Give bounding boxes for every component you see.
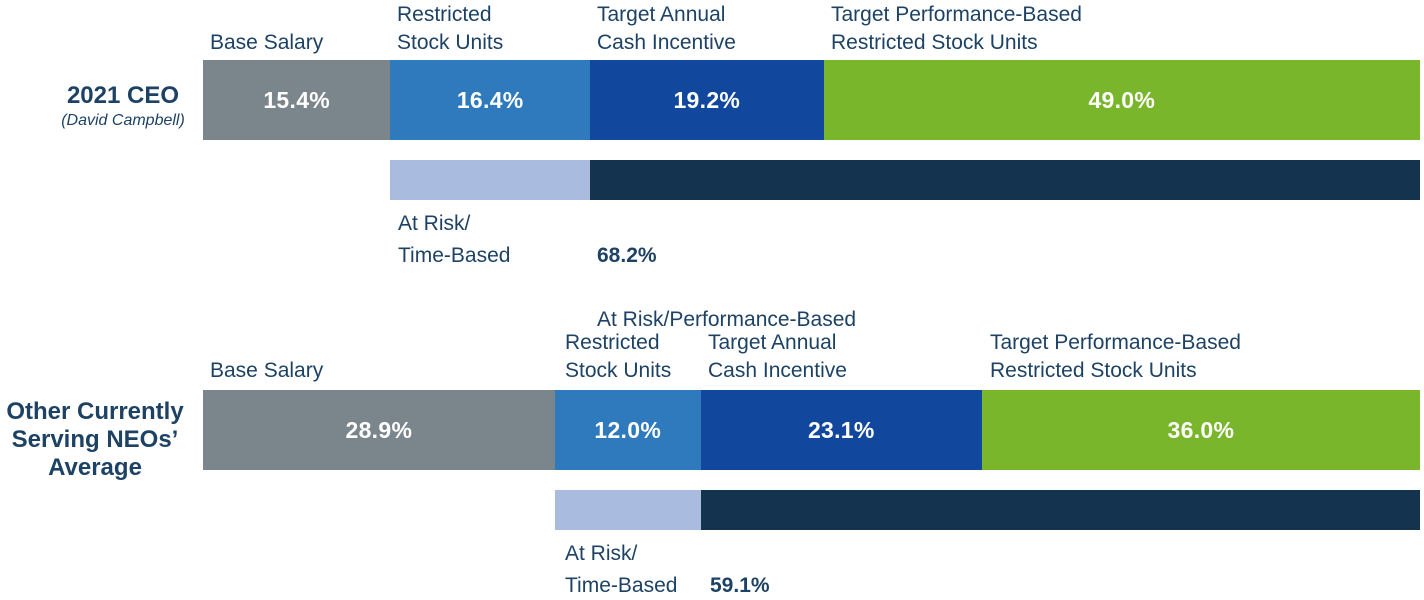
bar-segment-rsu: 16.4% bbox=[390, 60, 590, 140]
neo-row-label: Other Currently Serving NEOs’ Average bbox=[0, 398, 190, 482]
bar-segment-performance-rsu: 36.0% bbox=[981, 390, 1420, 470]
segment-value: 12.0% bbox=[594, 416, 662, 443]
segment-value: 23.1% bbox=[807, 416, 875, 443]
category-label-cash-incentive: Target Annual Cash Incentive bbox=[597, 3, 736, 54]
risk-bar-spacer bbox=[203, 490, 555, 530]
bar-segment-cash-incentive: 19.2% bbox=[589, 60, 824, 140]
bar-segment-performance-rsu: 49.0% bbox=[823, 60, 1420, 140]
segment-value: 15.4% bbox=[263, 86, 331, 113]
at-risk-performance-text: At Risk/Performance-Based bbox=[597, 308, 857, 331]
at-risk-time-based-label: At Risk/ Time-Based bbox=[398, 212, 511, 267]
bar-segment-base-salary: 28.9% bbox=[203, 390, 555, 470]
row-subtitle: (David Campbell) bbox=[61, 112, 185, 129]
at-risk-performance-pct: 59.1% bbox=[710, 574, 770, 597]
risk-bar-spacer bbox=[203, 160, 390, 200]
segment-value: 36.0% bbox=[1167, 416, 1235, 443]
category-label-rsu: Restricted Stock Units bbox=[397, 3, 504, 54]
category-label-performance-rsu: Target Performance-Based Restricted Stoc… bbox=[831, 3, 1082, 54]
category-label-cash-incentive: Target Annual Cash Incentive bbox=[708, 331, 847, 382]
neo-stacked-bar: 28.9% 12.0% 23.1% 36.0% bbox=[203, 390, 1420, 470]
category-label-performance-rsu: Target Performance-Based Restricted Stoc… bbox=[990, 331, 1241, 382]
at-risk-performance-based-label: 59.1% At Risk/Performance-Based bbox=[710, 538, 969, 600]
row-title: 2021 CEO bbox=[66, 82, 180, 109]
bar-segment-base-salary: 15.4% bbox=[203, 60, 391, 140]
risk-segment-time-based bbox=[390, 160, 590, 200]
risk-segment-time-based bbox=[554, 490, 701, 530]
segment-value: 49.0% bbox=[1088, 86, 1156, 113]
segment-value: 28.9% bbox=[345, 416, 413, 443]
bar-segment-rsu: 12.0% bbox=[554, 390, 701, 470]
ceo-stacked-bar: 15.4% 16.4% 19.2% 49.0% bbox=[203, 60, 1420, 140]
at-risk-performance-pct: 68.2% bbox=[597, 244, 657, 267]
segment-value: 16.4% bbox=[456, 86, 524, 113]
segment-value: 19.2% bbox=[673, 86, 741, 113]
risk-segment-performance-based bbox=[589, 160, 1420, 200]
risk-segment-performance-based bbox=[700, 490, 1420, 530]
at-risk-time-based-label: At Risk/ Time-Based bbox=[565, 542, 678, 597]
ceo-row-label: 2021 CEO (David Campbell) bbox=[23, 82, 223, 131]
row-title: Other Currently Serving NEOs’ Average bbox=[6, 398, 184, 481]
category-label-base-salary: Base Salary bbox=[210, 31, 324, 54]
at-risk-performance-based-label: 68.2% At Risk/Performance-Based bbox=[597, 208, 856, 368]
ceo-at-risk-bar bbox=[203, 160, 1420, 200]
neo-at-risk-bar bbox=[203, 490, 1420, 530]
category-label-rsu: Restricted Stock Units bbox=[565, 331, 672, 382]
bar-segment-cash-incentive: 23.1% bbox=[700, 390, 982, 470]
category-label-base-salary: Base Salary bbox=[210, 359, 324, 382]
